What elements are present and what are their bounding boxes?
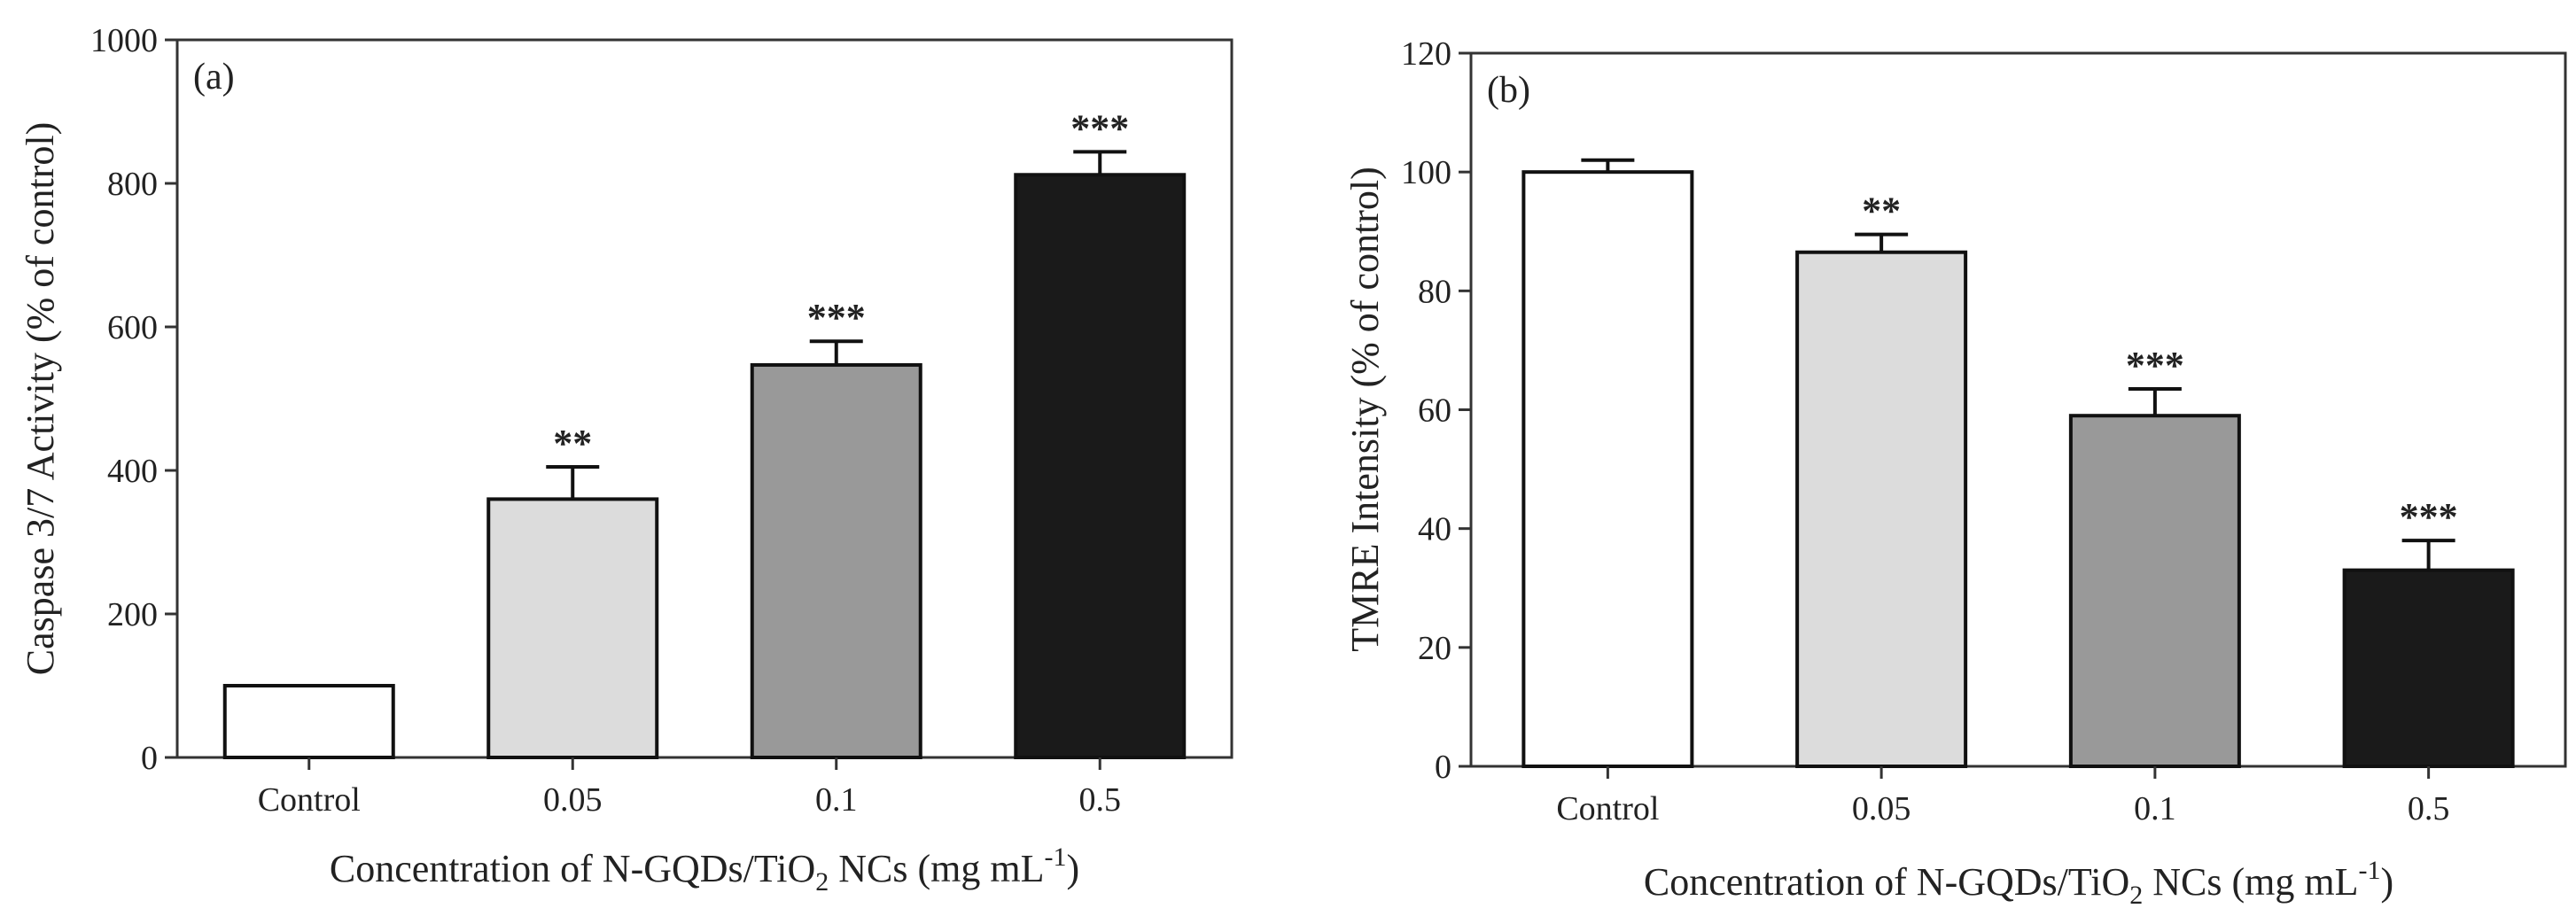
x-tick-label: 0.05 [1852,790,1911,827]
x-axis-ticks: Control 0.05 0.1 0.5 [1556,766,2449,827]
bars: ******** [1521,158,2515,768]
y-tick-label: 0 [1435,749,1451,786]
significance-label: *** [1070,106,1129,150]
significance-label: ** [1862,190,1901,233]
x-axis-ticks: Control 0.05 0.1 0.5 [258,757,1121,819]
y-axis-ticks: 0 20 40 60 80 100 120 [1401,35,1471,786]
panel-label: (a) [193,57,235,97]
bar [750,362,922,759]
y-tick-label: 1000 [90,22,158,59]
y-tick-label: 200 [107,596,158,633]
y-tick-label: 0 [141,740,158,777]
x-tick-label: 0.5 [2408,790,2450,827]
y-axis-ticks: 0 200 400 600 800 1000 [90,22,177,777]
bar [2342,568,2515,768]
y-tick-label: 40 [1418,511,1451,548]
panel-label: (b) [1487,70,1530,111]
y-tick-label: 120 [1401,35,1451,73]
y-tick-label: 20 [1418,630,1451,667]
plot-frame [175,38,1234,759]
significance-label: *** [2400,495,2458,539]
y-tick-label: 60 [1418,392,1451,430]
x-axis-title: Concentration of N-GQDs/TiO2 NCs (mg mL-… [1644,856,2393,910]
y-axis-title: TMRE Intensity (% of control) [1343,167,1387,651]
y-tick-label: 400 [107,453,158,490]
bars: ******** [222,106,1187,760]
bar [2068,414,2241,768]
x-tick-label: 0.5 [1079,781,1122,819]
significance-label: *** [807,296,866,339]
x-tick-label: Control [1556,790,1659,827]
x-tick-label: Control [258,781,361,819]
x-axis-title: Concentration of N-GQDs/TiO2 NCs (mg mL-… [330,842,1079,897]
x-tick-label: 0.05 [543,781,603,819]
y-tick-label: 80 [1418,273,1451,310]
bar [222,684,395,759]
y-axis-title: Caspase 3/7 Activity (% of control) [19,122,62,675]
bar [486,497,659,760]
y-tick-label: 800 [107,166,158,203]
x-tick-label: 0.1 [815,781,858,819]
y-tick-label: 100 [1401,154,1451,191]
significance-label: ** [553,422,592,465]
bar [1014,173,1187,759]
bar [1795,250,1968,768]
significance-label: *** [2126,344,2184,387]
bar [1521,170,1694,768]
y-tick-label: 600 [107,309,158,346]
x-tick-label: 0.1 [2134,790,2176,827]
